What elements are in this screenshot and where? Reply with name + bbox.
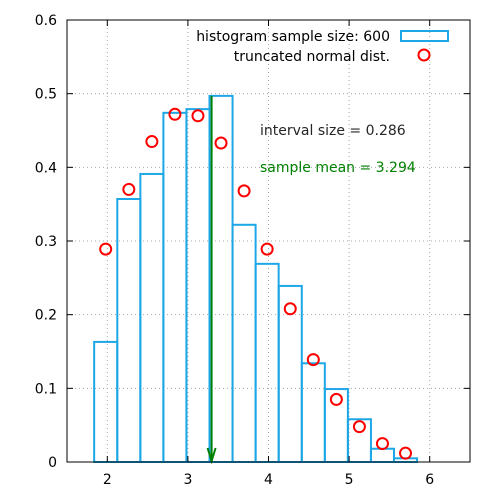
grid bbox=[67, 20, 470, 462]
x-tick-label: 5 bbox=[345, 472, 354, 488]
legend-swatch-histogram bbox=[400, 30, 449, 42]
x-tick-label: 2 bbox=[103, 472, 112, 488]
histogram-bar bbox=[323, 388, 349, 464]
histogram-bar bbox=[369, 447, 395, 463]
sample-mean-marker bbox=[206, 95, 217, 465]
distribution-point bbox=[283, 302, 297, 316]
distribution-point bbox=[168, 107, 182, 121]
histogram-bar bbox=[277, 284, 303, 464]
x-tick-labels: 2 3 4 5 6 bbox=[103, 472, 434, 488]
distribution-point bbox=[260, 242, 274, 256]
distribution-point bbox=[306, 353, 320, 367]
y-tick-label: 0.2 bbox=[35, 308, 57, 324]
distribution-point bbox=[329, 392, 343, 406]
histogram-bar bbox=[162, 111, 188, 463]
histogram-bar bbox=[185, 108, 211, 464]
y-tick-labels: 0 0.1 0.2 0.3 0.4 0.5 0.6 bbox=[35, 13, 57, 471]
distribution-points bbox=[99, 107, 413, 460]
interval-size-label: interval size = 0.286 bbox=[260, 123, 406, 139]
mean-arrow-head bbox=[206, 447, 217, 465]
distribution-point bbox=[214, 136, 228, 150]
histogram-bar bbox=[254, 262, 280, 463]
legend: histogram sample size: 600 truncated nor… bbox=[196, 29, 449, 65]
histogram-bar bbox=[93, 340, 119, 464]
distribution-point bbox=[375, 437, 389, 451]
histogram-bar bbox=[139, 172, 165, 463]
y-tick-label: 0.5 bbox=[35, 87, 57, 103]
distribution-point bbox=[191, 109, 205, 123]
x-tick-label: 6 bbox=[425, 472, 434, 488]
y-tick-label: 0 bbox=[48, 455, 57, 471]
distribution-point bbox=[237, 184, 251, 198]
histogram-bar bbox=[208, 94, 234, 463]
y-tick-label: 0.6 bbox=[35, 13, 57, 29]
histogram-bar bbox=[231, 223, 257, 463]
y-tick-label: 0.3 bbox=[35, 234, 57, 250]
axis-ticks bbox=[67, 19, 470, 463]
legend-swatch-distribution bbox=[417, 48, 431, 62]
histogram-bar bbox=[116, 198, 142, 463]
y-tick-label: 0.4 bbox=[35, 160, 57, 176]
distribution-point bbox=[145, 135, 159, 149]
distribution-point bbox=[352, 420, 366, 434]
y-tick-label: 0.1 bbox=[35, 381, 57, 397]
histogram-bar bbox=[300, 362, 326, 463]
x-tick-label: 3 bbox=[183, 472, 192, 488]
histogram-bars bbox=[93, 94, 419, 464]
legend-label-histogram: histogram sample size: 600 bbox=[196, 29, 390, 45]
x-tick-label: 4 bbox=[264, 472, 273, 488]
legend-label-distribution: truncated normal dist. bbox=[234, 49, 390, 65]
histogram-bar bbox=[346, 418, 372, 464]
sample-mean-label: sample mean = 3.294 bbox=[260, 160, 416, 176]
distribution-point bbox=[399, 446, 413, 460]
distribution-point bbox=[99, 242, 113, 256]
distribution-point bbox=[122, 182, 136, 196]
